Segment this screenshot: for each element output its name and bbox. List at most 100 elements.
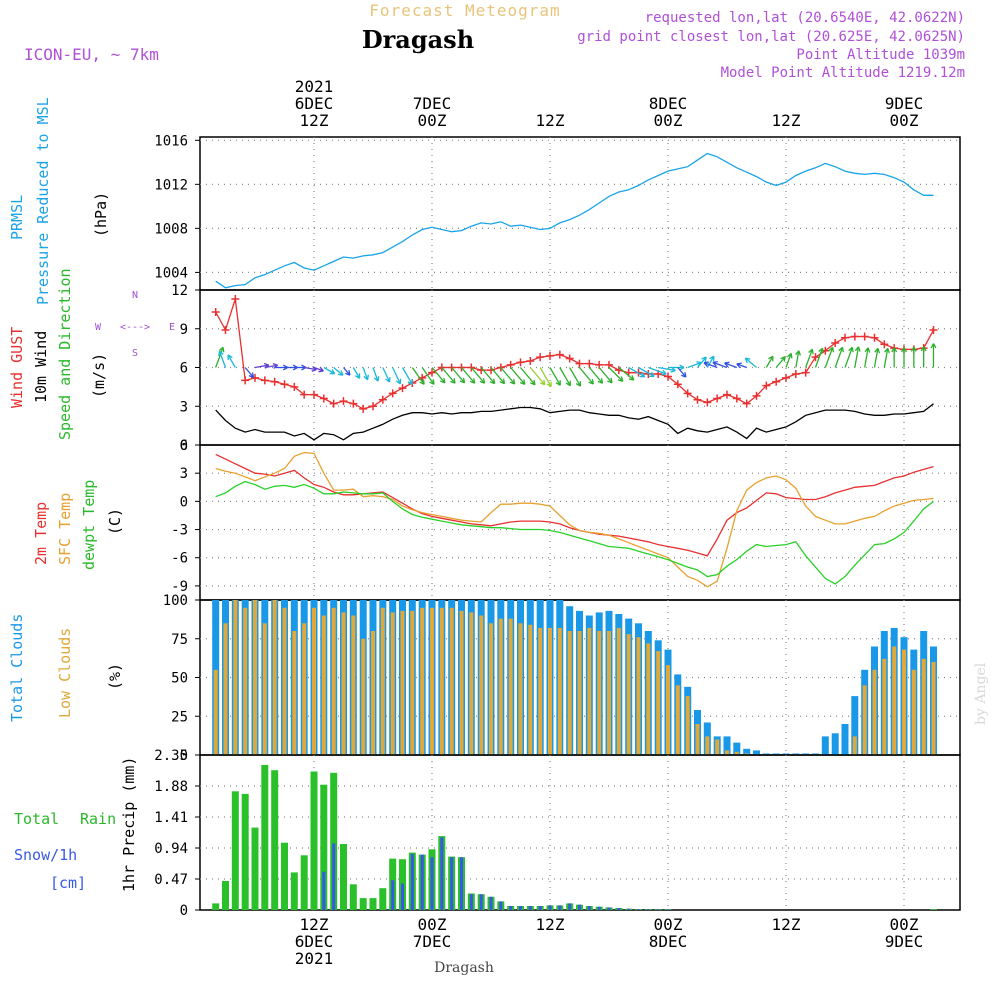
cm-label: [cm]	[50, 874, 86, 892]
bar-snow-1h	[578, 904, 581, 910]
gust-marker	[742, 399, 751, 408]
wind-arrow	[920, 346, 927, 368]
bar-low-clouds	[331, 607, 336, 755]
wind-arrow	[382, 367, 391, 383]
percent-unit-label: (%)	[106, 663, 124, 690]
y-tick-label: 1016	[154, 133, 188, 149]
bar-low-clouds	[921, 658, 926, 755]
bar-low-clouds	[902, 649, 906, 755]
footer-location: Dragash	[434, 960, 494, 976]
gust-marker	[349, 399, 358, 408]
bar-low-clouds	[371, 631, 375, 755]
ms-unit-label: (m/s)	[90, 353, 108, 398]
gust-marker	[703, 398, 712, 407]
compass-east: E	[169, 322, 175, 333]
wind-arrow	[712, 360, 728, 369]
bottom-date-label: 8DEC	[649, 932, 688, 951]
gust-marker	[841, 333, 849, 342]
credit-text: by Angel	[973, 662, 989, 725]
bottom-time-label: 00Z	[890, 915, 919, 934]
bar-snow-1h	[391, 880, 395, 910]
panel-plot-area	[212, 764, 937, 910]
bar-low-clouds	[626, 634, 631, 755]
wind-arrow	[805, 348, 814, 368]
wind-arrow	[765, 355, 774, 368]
sfc-temp-label: SFC Temp	[56, 493, 74, 565]
bar-total-rain	[379, 888, 387, 910]
bar-low-clouds	[636, 637, 641, 755]
bar-low-clouds	[253, 600, 257, 755]
bar-low-clouds	[852, 736, 857, 755]
bar-snow-1h	[637, 909, 640, 910]
y-tick-label: 3	[180, 466, 188, 482]
bar-total-clouds	[723, 736, 731, 755]
wind-arrow	[333, 367, 344, 376]
low-clouds-label: Low Clouds	[56, 628, 74, 718]
bar-low-clouds	[390, 612, 395, 755]
wind-arrow	[638, 366, 655, 378]
bar-low-clouds	[361, 638, 366, 755]
panel-4: 0 0.47 0.94 1.41 1.88 2.35	[154, 748, 961, 919]
gust-marker	[565, 354, 574, 363]
gust-marker	[329, 399, 338, 408]
bar-low-clouds	[715, 739, 720, 755]
bar-snow-1h	[568, 903, 572, 910]
wind-arrow	[539, 367, 552, 388]
2m-temp-label: 2m Temp	[32, 502, 50, 565]
gust-marker	[388, 389, 397, 398]
wind-arrow	[910, 346, 917, 368]
top-date-label: 7DEC	[413, 94, 452, 113]
bar-low-clouds	[410, 610, 415, 755]
wind-arrow	[618, 367, 635, 381]
bar-total-rain	[222, 881, 229, 910]
hpa-unit-label: (hPa)	[92, 192, 110, 237]
compass-south: S	[132, 348, 138, 359]
top-time-label: 00Z	[418, 111, 447, 130]
wind-arrow	[588, 367, 604, 384]
y-tick-label: 0	[180, 748, 188, 764]
bar-total-rain	[930, 909, 937, 910]
bar-snow-1h	[401, 883, 404, 910]
wind-arrow	[628, 366, 646, 378]
gust-marker	[526, 357, 535, 366]
panel-0: 1004 1008 1012 1016	[154, 133, 961, 291]
y-tick-label: 3	[180, 399, 188, 415]
wind-arrow	[451, 367, 466, 384]
series-line-sfc-temp	[215, 451, 934, 588]
wind-arrow	[703, 361, 718, 369]
bar-total-rain	[340, 844, 347, 910]
panel-plot-area	[211, 295, 938, 441]
y-tick-label: 50	[171, 671, 188, 687]
wind-arrow	[901, 347, 907, 368]
bar-snow-1h	[617, 908, 621, 910]
top-time-label: 00Z	[654, 111, 683, 130]
bar-low-clouds	[695, 724, 700, 755]
wind-gust-label: Wind GUST	[8, 327, 26, 408]
gust-marker	[870, 333, 879, 342]
bar-low-clouds	[321, 615, 326, 755]
wind-arrow	[608, 367, 624, 382]
y-tick-label: 1004	[154, 265, 188, 281]
bar-snow-1h	[548, 905, 552, 910]
bottom-time-label: 12Z	[300, 915, 329, 934]
gust-marker	[339, 397, 348, 406]
gust-marker	[811, 353, 820, 362]
gust-marker	[801, 368, 810, 377]
wind-arrow	[854, 346, 861, 368]
panel-frame	[199, 444, 961, 601]
wind-arrow	[227, 354, 236, 368]
gust-marker	[673, 380, 682, 389]
model-point-altitude: Model Point Altitude 1219.12m	[721, 65, 965, 81]
bar-snow-1h	[410, 853, 414, 910]
wind-arrow	[648, 366, 667, 376]
grid-point-coordinates: grid point closest lon,lat (20.625E, 42.…	[577, 29, 965, 45]
y-tick-label: 2.35	[154, 748, 188, 764]
panel-2: -9 -6 -3 0 3 6	[171, 438, 961, 601]
gust-marker	[929, 326, 938, 335]
wind-arrow	[559, 367, 571, 387]
bar-total-rain	[212, 903, 220, 910]
wind-arrow	[480, 367, 496, 385]
bar-snow-1h	[469, 894, 473, 910]
bar-total-rain	[300, 855, 308, 910]
